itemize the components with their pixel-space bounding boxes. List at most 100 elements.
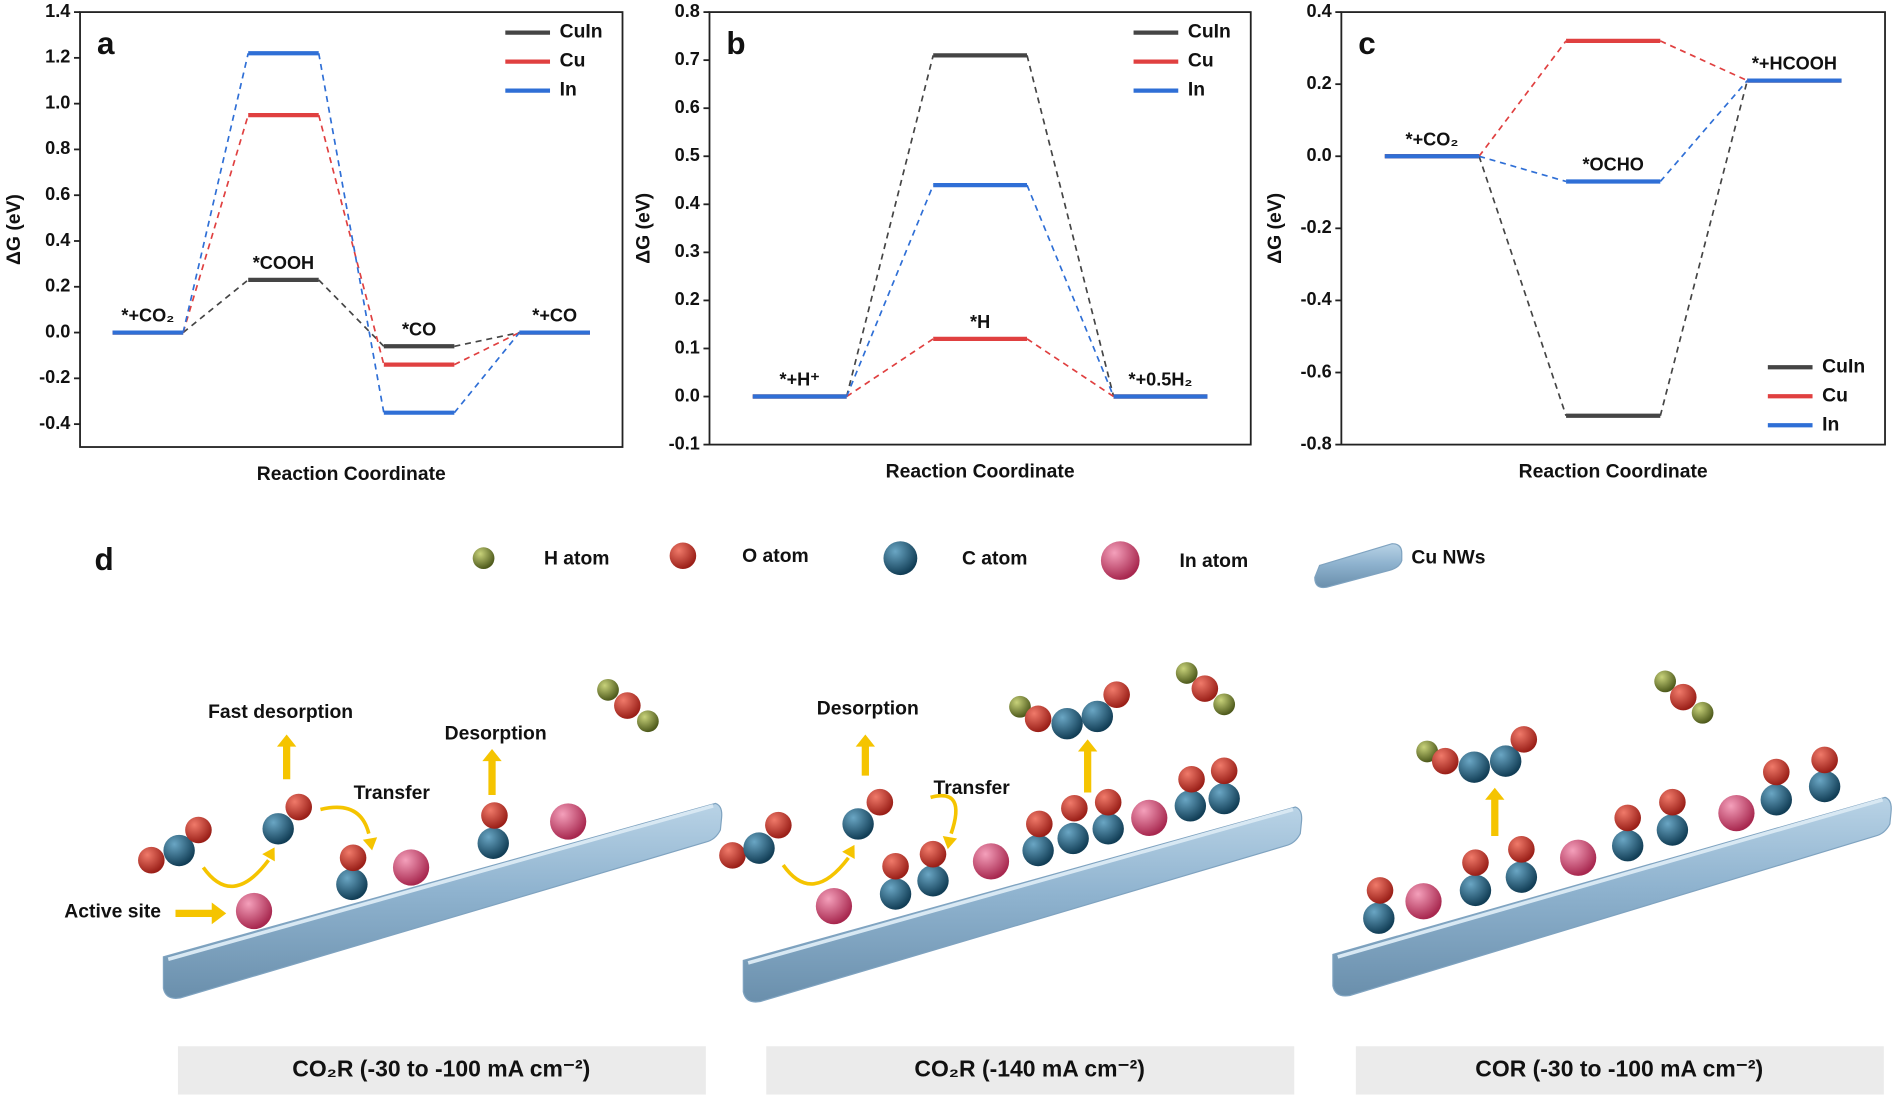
annotation: Transfer bbox=[934, 778, 1011, 799]
atom bbox=[1416, 740, 1439, 763]
nanowire-top bbox=[747, 807, 1294, 965]
state-label: *H bbox=[970, 312, 990, 332]
y-tick-label: 0.8 bbox=[675, 1, 700, 21]
atom bbox=[1094, 788, 1122, 816]
atom bbox=[1208, 782, 1240, 815]
atom bbox=[1718, 794, 1755, 832]
atom bbox=[1659, 788, 1686, 816]
atom bbox=[1366, 877, 1394, 904]
connector bbox=[845, 55, 935, 397]
atom bbox=[1175, 662, 1198, 684]
y-tick-label: 0.8 bbox=[45, 138, 70, 158]
atom bbox=[879, 878, 912, 910]
atom bbox=[1669, 683, 1697, 711]
legend-label: CuIn bbox=[1822, 356, 1865, 377]
y-tick-label: 0.4 bbox=[675, 193, 700, 213]
atom bbox=[185, 816, 212, 844]
atom bbox=[392, 849, 430, 886]
arrow-head bbox=[942, 835, 958, 850]
legend-label: CuIn bbox=[560, 22, 603, 43]
arrow-head bbox=[362, 837, 378, 851]
atom bbox=[1654, 670, 1677, 693]
legend-nanowire bbox=[1314, 543, 1403, 589]
atom bbox=[481, 802, 508, 829]
state-label: *COOH bbox=[253, 253, 314, 273]
atom bbox=[1405, 883, 1442, 920]
connector bbox=[453, 332, 521, 414]
atom bbox=[1611, 829, 1644, 862]
legend-label: In bbox=[1188, 80, 1205, 101]
curved-arrow bbox=[201, 859, 270, 888]
connector bbox=[318, 279, 385, 347]
y-tick-label: 0.4 bbox=[1307, 1, 1332, 21]
atom bbox=[1057, 822, 1089, 855]
atom bbox=[743, 832, 775, 864]
atom bbox=[1213, 693, 1236, 716]
chart: -0.4 -0.2 0.0 0.2 0.4 0.6 0.8 1.0 1.2 1.4 a Reactio… bbox=[4, 1, 624, 485]
legend-label: In atom bbox=[1179, 551, 1248, 572]
y-tick-label: 0.2 bbox=[45, 276, 70, 296]
panel-label: a bbox=[97, 26, 115, 61]
atom bbox=[1009, 695, 1031, 718]
plot-frame bbox=[79, 11, 624, 448]
schematic: d CO₂R (-30 to -100 mA cm⁻²) CO₂R (-140 … bbox=[64, 541, 1892, 1095]
connector bbox=[182, 114, 250, 333]
atom bbox=[765, 811, 792, 839]
y-tick-label: -0.2 bbox=[1300, 217, 1331, 237]
curved-arrow bbox=[320, 805, 371, 835]
atom bbox=[1431, 747, 1459, 775]
atom bbox=[1103, 681, 1130, 708]
legend-label: In bbox=[1822, 414, 1839, 435]
y-tick-label: 0.0 bbox=[45, 321, 70, 341]
atom bbox=[882, 852, 909, 880]
atom bbox=[1760, 784, 1792, 816]
arrow bbox=[175, 902, 227, 925]
atom bbox=[1100, 541, 1140, 580]
atom bbox=[262, 813, 294, 845]
y-tick-label: -0.8 bbox=[1300, 433, 1331, 453]
annotation: Desorption bbox=[817, 698, 919, 719]
connector bbox=[1026, 338, 1115, 398]
y-tick-label: 0.0 bbox=[1307, 145, 1332, 165]
atom bbox=[1656, 814, 1689, 846]
atom bbox=[477, 827, 509, 859]
annotation: Transfer bbox=[354, 783, 431, 804]
legend-label: In bbox=[560, 80, 577, 101]
condition-box bbox=[766, 1046, 1295, 1095]
connector bbox=[1659, 80, 1749, 416]
connector bbox=[1026, 184, 1115, 397]
nanowire-top bbox=[1337, 798, 1884, 959]
atom bbox=[1178, 765, 1205, 793]
atom bbox=[614, 692, 641, 719]
y-tick-label: 0.1 bbox=[675, 337, 700, 357]
condition: CO₂R (-140 mA cm⁻²) bbox=[914, 1055, 1144, 1081]
y-tick-label: 1.0 bbox=[45, 92, 70, 112]
y-tick-label: -0.1 bbox=[669, 433, 700, 453]
nanowire-top bbox=[167, 804, 714, 962]
y-axis-label: ΔG (eV) bbox=[1265, 193, 1286, 264]
y-tick-label: 0.2 bbox=[1307, 73, 1332, 93]
state-label: *+CO₂ bbox=[121, 306, 174, 326]
connector bbox=[182, 279, 249, 334]
legend-label: Cu NWs bbox=[1411, 547, 1485, 568]
atom bbox=[163, 834, 195, 867]
y-tick-label: -0.4 bbox=[39, 413, 70, 433]
atom bbox=[1691, 701, 1714, 724]
arrow bbox=[1485, 787, 1505, 837]
arrow bbox=[1077, 739, 1098, 793]
y-tick-label: 0.6 bbox=[45, 184, 70, 204]
y-tick-label: 0.4 bbox=[45, 230, 70, 250]
atom bbox=[1560, 839, 1597, 876]
y-tick-label: -0.4 bbox=[1300, 289, 1331, 309]
chart: -0.1 0.0 0.1 0.2 0.3 0.4 0.5 0.6 0.7 0.8 b Reaction… bbox=[633, 1, 1252, 482]
atom bbox=[1462, 849, 1489, 876]
atom bbox=[138, 846, 165, 874]
atom bbox=[1510, 726, 1538, 753]
curved-arrow bbox=[930, 794, 958, 835]
atom bbox=[815, 887, 853, 925]
atom bbox=[1489, 745, 1522, 777]
atom bbox=[1363, 902, 1395, 934]
atom bbox=[235, 892, 273, 930]
atom bbox=[1051, 707, 1083, 740]
